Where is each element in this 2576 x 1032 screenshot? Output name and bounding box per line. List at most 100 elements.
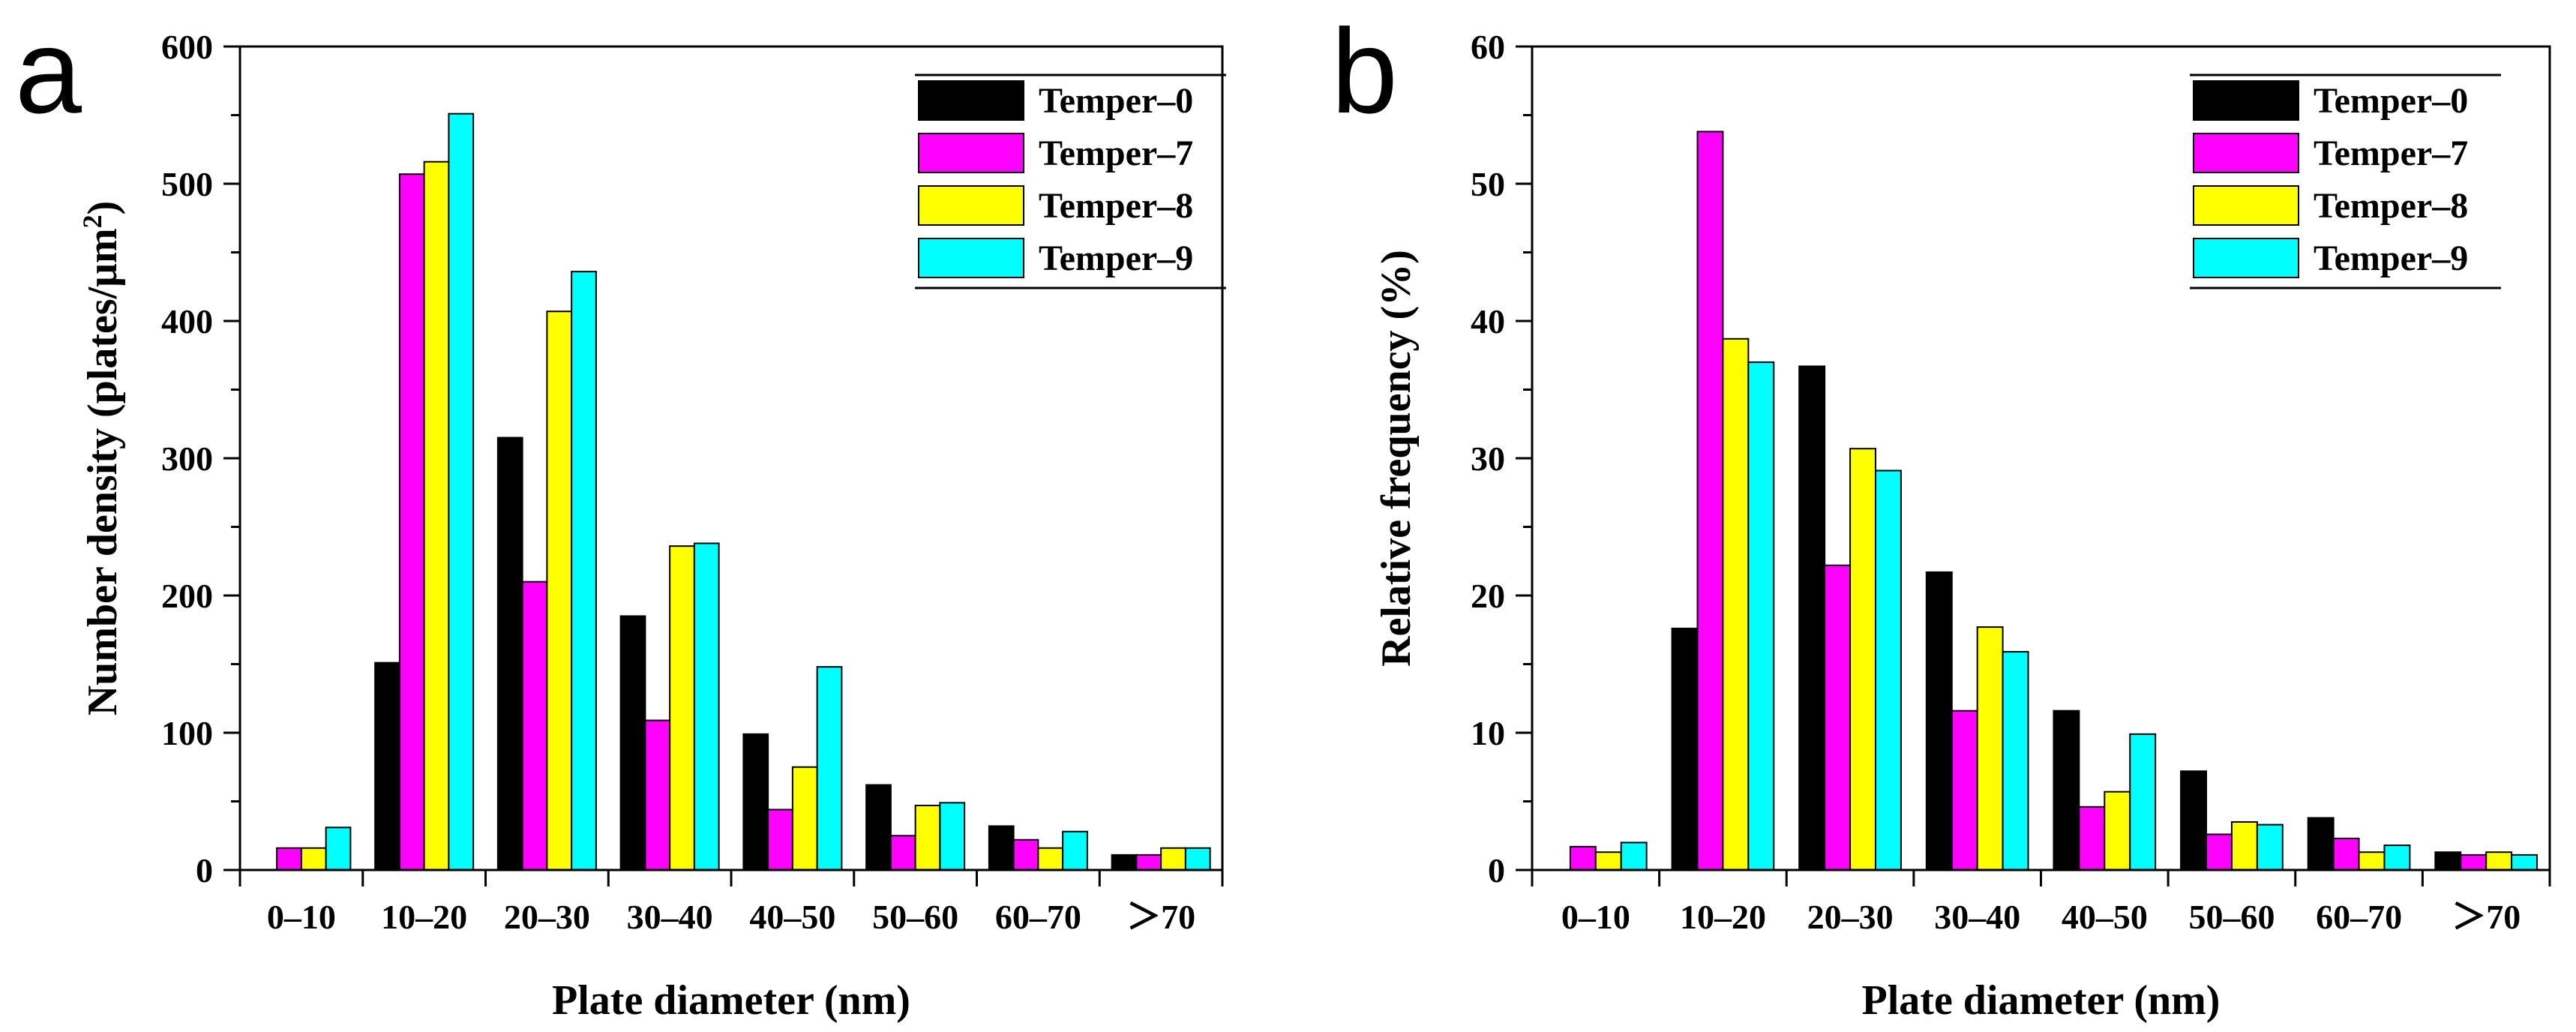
panel-a-bar (988, 825, 1015, 871)
panel-b-panel-letter: b (1331, 4, 1398, 138)
panel-a-legend-swatch (918, 238, 1024, 278)
panel-a-y-axis-title-main: Number density (plates/μm (79, 228, 126, 716)
panel-a-bar (644, 719, 671, 872)
panel-b-bar (2383, 844, 2411, 872)
panel-a-x-tick-label: 50–60 (872, 898, 958, 936)
panel-b-bar (1594, 851, 1622, 871)
panel-b-legend-swatch (2193, 133, 2299, 173)
panel-b-bar (2332, 837, 2360, 872)
panel-b-bar (2307, 817, 2335, 871)
panel-a-y-axis-title: Number density (plates/μm2) (77, 201, 126, 716)
panel-a-x-tick-label: 40–50 (749, 898, 835, 936)
panel-b-y-tick-label: 30 (1471, 440, 1505, 478)
panel-a-legend-swatch (918, 185, 1024, 226)
panel-b-x-tick-label: 40–50 (2062, 898, 2148, 936)
panel-b-y-tick-label: 0 (1488, 851, 1505, 890)
panel-b-legend-label: Temper–0 (2314, 81, 2468, 121)
panel-a-x-tick-label: ＞70 (1126, 898, 1195, 936)
panel-b-chart: 0 10 20 30 40 50 60 0–10 10–20 20–30 30–40 40–50 50–… (1331, 4, 2551, 1024)
panel-a-y-tick-label: 400 (161, 302, 213, 340)
panel-b-bar (1976, 626, 2004, 872)
panel-a-bar (619, 615, 646, 871)
panel-a-bar (546, 310, 573, 871)
panel-a-x-axis-title: Plate diameter (nm) (552, 977, 910, 1024)
panel-b-x-tick-label: ＞70 (2452, 898, 2521, 936)
panel-a-y-axis-title-superscript: 2 (77, 214, 107, 228)
panel-b-bar (1569, 845, 1597, 872)
panel-a-bar (1160, 847, 1186, 871)
panel-a-y-tick-label: 600 (161, 28, 213, 66)
panel-b-bar (2511, 854, 2539, 871)
panel-a-bar (448, 112, 475, 872)
panel-a-bar (521, 580, 548, 871)
panel-a-bar (1012, 838, 1039, 871)
panel-b-bar (2206, 833, 2233, 872)
panel-b-x-tick-label: 0–10 (1561, 898, 1630, 936)
panel-b-y-tick-label: 40 (1471, 302, 1505, 340)
panel-a-bar (693, 542, 720, 872)
panel-a-x-tick-label: 30–40 (627, 898, 713, 936)
panel-b-x-tick-label: 30–40 (1934, 898, 2020, 936)
panel-a-bar (374, 662, 400, 871)
panel-b-bar (1798, 365, 1826, 871)
panel-a-legend-label: Temper–8 (1039, 186, 1193, 226)
panel-a-bar (571, 271, 597, 871)
panel-a-legend-swatch (918, 133, 1024, 173)
panel-b-bar (2256, 824, 2284, 871)
panel-a-x-tick-label: 20–30 (504, 898, 590, 936)
panel-a-bar (300, 847, 327, 871)
panel-b-y-axis-title-main: Relative frequency (%) (1373, 250, 1420, 667)
panel-a-x-tick-label: 60–70 (995, 898, 1081, 936)
panel-b-bar (2002, 651, 2029, 872)
panel-b-bar (2230, 820, 2258, 871)
panel-b-bar (1951, 710, 1978, 871)
panel-b-y-tick-label: 60 (1471, 28, 1505, 66)
panel-a-bar (791, 766, 818, 871)
panel-b-y-tick-label: 50 (1471, 165, 1505, 203)
panel-b-bar (2434, 851, 2462, 871)
panel-a-bar (1037, 847, 1064, 871)
panel-a-bar (398, 173, 425, 871)
panel-a-y-tick-label: 200 (161, 577, 213, 615)
panel-a-panel-letter: a (15, 4, 82, 138)
panel-a-x-tick-label: 10–20 (381, 898, 467, 936)
panel-a-bar (276, 847, 302, 871)
panel-b-bar (1849, 448, 1876, 871)
panel-b-y-tick-label: 20 (1471, 577, 1505, 615)
panel-b-bar (1696, 130, 1724, 871)
panel-b-x-tick-label: 50–60 (2188, 898, 2275, 936)
panel-b-bar (2460, 854, 2488, 871)
panel-a-bar (325, 826, 352, 872)
panel-a-bar (889, 835, 916, 871)
panel-b-bar (1620, 842, 1648, 872)
panel-b-bar (2485, 851, 2513, 871)
panel-a-bar (1062, 830, 1088, 872)
panel-b-legend-swatch (2193, 80, 2299, 121)
panel-a-y-axis-title-end: ) (79, 201, 126, 215)
panel-b-legend-swatch (2193, 185, 2299, 226)
panel-a-bar (939, 802, 966, 871)
panel-b-x-tick-label: 10–20 (1680, 898, 1766, 936)
panel-a-bar (1111, 854, 1138, 871)
panel-b-legend-label: Temper–8 (2314, 186, 2468, 226)
panel-a-bar (423, 160, 450, 872)
panel-a-bar (742, 733, 769, 872)
panel-a-bar (1135, 854, 1162, 871)
panel-b-bar (1722, 338, 1750, 872)
panel-b-legend-label: Temper–9 (2314, 238, 2468, 278)
panel-b-bar (2078, 806, 2106, 871)
panel-b-x-axis-title: Plate diameter (nm) (1862, 977, 2221, 1024)
panel-a-bar (1184, 847, 1211, 871)
panel-b-legend-label: Temper–7 (2314, 134, 2468, 173)
panel-b-bar (2129, 733, 2157, 872)
panel-b-bar (1824, 564, 1852, 871)
panel-b-bar (1671, 627, 1699, 871)
panel-b-bar (2053, 710, 2080, 871)
panel-b-bar (2104, 790, 2131, 871)
panel-a-legend-label: Temper–9 (1039, 238, 1193, 278)
panel-b-legend-swatch (2193, 238, 2299, 278)
panel-a-y-tick-label: 300 (161, 440, 213, 478)
panel-a-x-tick-label: 0–10 (267, 898, 336, 936)
panel-a-y-tick-label: 100 (161, 714, 213, 752)
panel-a-legend-label: Temper–0 (1039, 81, 1193, 121)
